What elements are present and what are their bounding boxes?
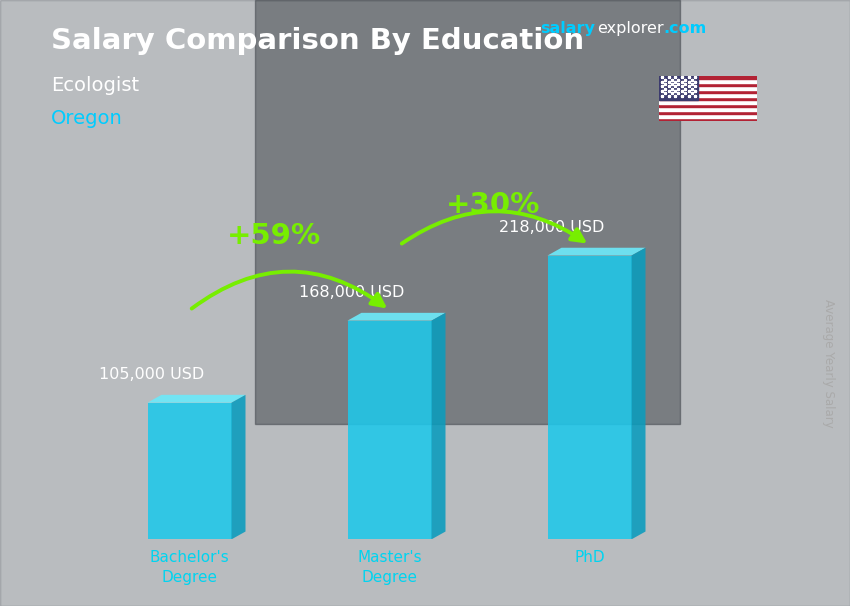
FancyBboxPatch shape: [348, 321, 432, 539]
Bar: [659, 76, 698, 100]
Bar: [659, 100, 756, 104]
Text: 105,000 USD: 105,000 USD: [99, 367, 204, 382]
Bar: [659, 93, 756, 97]
Text: explorer: explorer: [598, 21, 664, 36]
Bar: [659, 79, 756, 83]
Polygon shape: [547, 248, 645, 256]
Bar: [659, 76, 756, 79]
Bar: [659, 90, 756, 93]
Text: Salary Comparison By Education: Salary Comparison By Education: [51, 27, 584, 55]
Bar: [255, 0, 680, 424]
Bar: [659, 97, 756, 100]
FancyBboxPatch shape: [148, 402, 231, 539]
Text: +30%: +30%: [446, 191, 541, 219]
Polygon shape: [148, 395, 246, 402]
Text: Ecologist: Ecologist: [51, 76, 139, 95]
Bar: [659, 104, 756, 107]
Bar: [659, 86, 756, 90]
Text: salary: salary: [540, 21, 595, 36]
Bar: [659, 114, 756, 118]
Bar: [659, 118, 756, 121]
Text: +59%: +59%: [226, 222, 320, 250]
Bar: [659, 83, 756, 86]
FancyBboxPatch shape: [547, 256, 632, 539]
Polygon shape: [432, 313, 445, 539]
Text: Average Yearly Salary: Average Yearly Salary: [822, 299, 836, 428]
Bar: [659, 111, 756, 114]
Text: Oregon: Oregon: [51, 109, 122, 128]
Polygon shape: [231, 395, 246, 539]
Polygon shape: [348, 313, 445, 321]
Text: 168,000 USD: 168,000 USD: [299, 285, 405, 300]
Polygon shape: [632, 248, 645, 539]
Bar: [659, 107, 756, 111]
Text: .com: .com: [663, 21, 706, 36]
Text: 218,000 USD: 218,000 USD: [499, 220, 604, 235]
